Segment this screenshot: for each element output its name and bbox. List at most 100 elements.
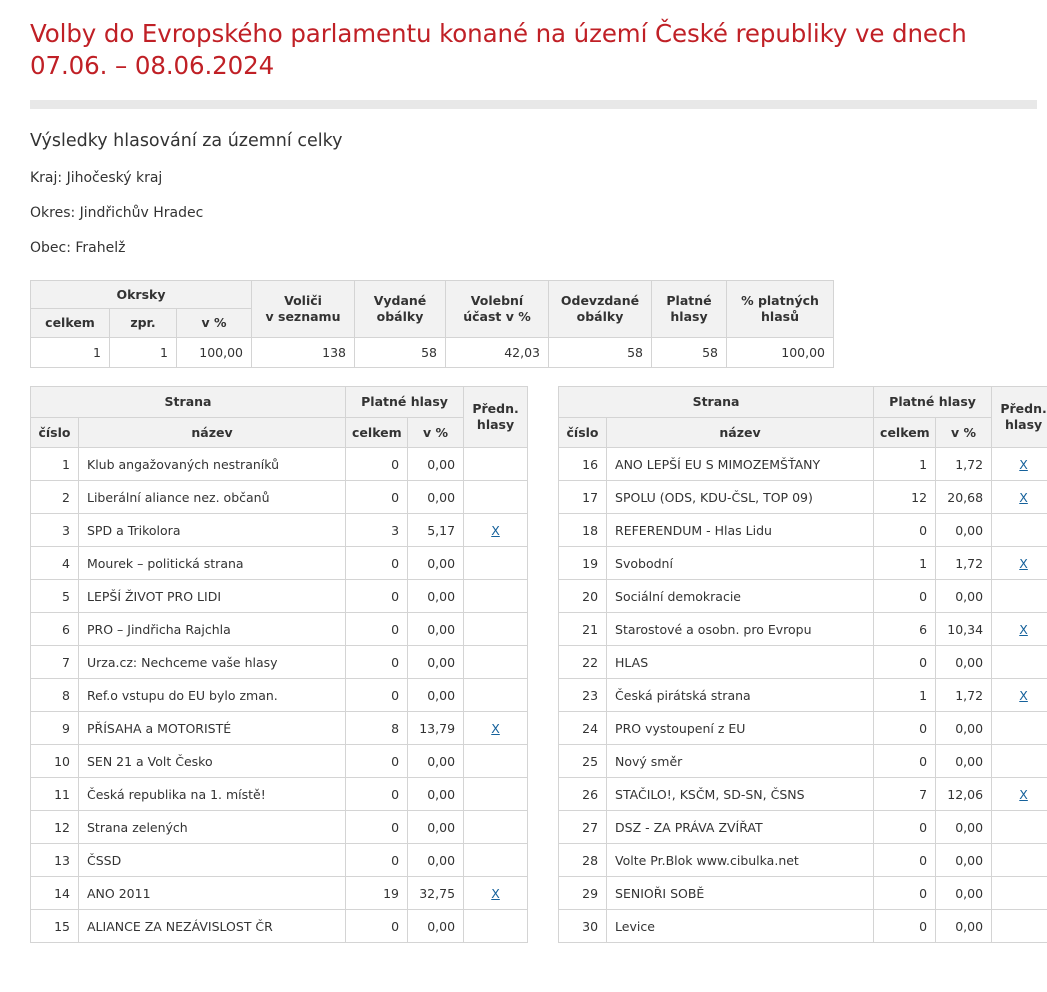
table-row: 23 Česká pirátská strana 1 1,72 X	[558, 678, 1047, 713]
table-row: 22 HLAS 0 0,00	[558, 645, 1047, 680]
party-name: Urza.cz: Nechceme vaše hlasy	[77, 645, 347, 680]
preferential-votes-cell	[991, 843, 1047, 878]
table-row: 5 LEPŠÍ ŽIVOT PRO LIDI 0 0,00	[30, 579, 529, 614]
summary-header-platne-hlasy: Platné hlasy	[651, 279, 727, 338]
party-votes-percent: 0,00	[407, 612, 465, 647]
party-votes-total: 0	[873, 579, 937, 614]
table-row: 7 Urza.cz: Nechceme vaše hlasy 0 0,00	[30, 645, 529, 680]
party-header-row-2: číslo název celkem v %	[558, 416, 1047, 449]
party-votes-percent: 0,00	[407, 546, 465, 581]
value-pct-platnych-hlasu: 100,00	[726, 336, 834, 368]
party-votes-percent: 0,00	[407, 843, 465, 878]
preferential-votes-cell	[463, 447, 529, 482]
preferential-votes-cell[interactable]: X	[463, 711, 529, 746]
preferential-votes-cell	[463, 480, 529, 515]
party-votes-percent: 0,00	[935, 711, 993, 746]
party-number: 13	[30, 843, 79, 878]
party-number: 26	[558, 777, 608, 812]
party-votes-percent: 0,00	[935, 810, 993, 845]
party-name: Klub angažovaných nestraníků	[77, 447, 347, 482]
party-votes-percent: 0,00	[935, 744, 993, 779]
summary-header-volici: Voliči v seznamu	[251, 279, 355, 338]
preferential-votes-cell[interactable]: X	[991, 678, 1047, 713]
party-votes-total: 0	[345, 909, 409, 944]
preferential-votes-link[interactable]: X	[491, 522, 500, 538]
summary-header-okrsky-zpr: zpr.	[109, 308, 177, 338]
preferential-votes-link[interactable]: X	[1019, 786, 1028, 802]
party-votes-total: 1	[873, 546, 937, 581]
party-header-v-proc: v %	[407, 416, 465, 449]
party-number: 23	[558, 678, 608, 713]
party-votes-total: 19	[345, 876, 409, 911]
preferential-votes-link[interactable]: X	[1019, 687, 1028, 703]
preferential-votes-cell	[991, 579, 1047, 614]
preferential-votes-cell[interactable]: X	[991, 777, 1047, 812]
table-row: 18 REFERENDUM - Hlas Lidu 0 0,00	[558, 513, 1047, 548]
preferential-votes-cell[interactable]: X	[991, 447, 1047, 482]
preferential-votes-cell	[463, 810, 529, 845]
party-name: Ref.o vstupu do EU bylo zman.	[77, 678, 347, 713]
party-votes-total: 0	[873, 645, 937, 680]
party-votes-percent: 32,75	[407, 876, 465, 911]
table-row: 28 Volte Pr.Blok www.cibulka.net 0 0,00	[558, 843, 1047, 878]
party-votes-percent: 0,00	[935, 909, 993, 944]
preferential-votes-link[interactable]: X	[1019, 489, 1028, 505]
value-okrsky-celkem: 1	[30, 336, 110, 368]
party-number: 24	[558, 711, 608, 746]
preferential-votes-link[interactable]: X	[1019, 456, 1028, 472]
party-votes-total: 1	[873, 447, 937, 482]
preferential-votes-link[interactable]: X	[491, 720, 500, 736]
party-header-predn-hlasy: Předn. hlasy	[991, 385, 1047, 449]
value-volici-v-seznamu: 138	[251, 336, 355, 368]
value-vydane-obalky: 58	[354, 336, 446, 368]
party-votes-total: 0	[873, 876, 937, 911]
party-name: Strana zelených	[77, 810, 347, 845]
summary-header-volebni-ucast: Volební účast v %	[445, 279, 549, 338]
summary-header-row-1: Okrsky Voliči v seznamu Vydané obálky Vole…	[30, 279, 834, 338]
preferential-votes-link[interactable]: X	[1019, 555, 1028, 571]
preferential-votes-cell[interactable]: X	[991, 612, 1047, 647]
party-votes-percent: 0,00	[407, 678, 465, 713]
party-number: 19	[558, 546, 608, 581]
party-number: 7	[30, 645, 79, 680]
preferential-votes-link[interactable]: X	[1019, 621, 1028, 637]
summary-header-okrsky: Okrsky	[30, 279, 252, 310]
summary-header-pct-platnych: % platných hlasů	[726, 279, 834, 338]
party-votes-percent: 0,00	[407, 447, 465, 482]
summary-header-row-2: celkem zpr. v %	[30, 308, 834, 338]
party-votes-percent: 0,00	[935, 579, 993, 614]
preferential-votes-cell	[991, 513, 1047, 548]
preferential-votes-cell	[463, 579, 529, 614]
party-number: 20	[558, 579, 608, 614]
party-header-nazev: název	[77, 416, 347, 449]
preferential-votes-cell[interactable]: X	[463, 513, 529, 548]
party-number: 6	[30, 612, 79, 647]
party-header-nazev: název	[606, 416, 875, 449]
party-header-cislo: číslo	[30, 416, 79, 449]
party-header-row-1: Strana Platné hlasy Předn. hlasy	[29, 385, 529, 449]
party-number: 17	[558, 480, 608, 515]
party-number: 10	[30, 744, 79, 779]
party-number: 27	[558, 810, 608, 845]
preferential-votes-cell	[463, 843, 529, 878]
table-row: 26 STAČILO!, KSČM, SD-SN, ČSNS 7 12,06 X	[558, 777, 1047, 812]
party-votes-percent: 0,00	[407, 480, 465, 515]
party-name: Sociální demokracie	[606, 579, 875, 614]
party-number: 22	[558, 645, 608, 680]
party-number: 1	[30, 447, 79, 482]
table-row: 19 Svobodní 1 1,72 X	[558, 546, 1047, 581]
party-votes-total: 0	[345, 612, 409, 647]
party-name: DSZ - ZA PRÁVA ZVÍŘAT	[606, 810, 875, 845]
section-title: Výsledky hlasování za územní celky	[30, 130, 343, 151]
party-votes-total: 0	[873, 909, 937, 944]
party-votes-percent: 0,00	[935, 513, 993, 548]
table-row: 21 Starostové a osobn. pro Evropu 6 10,34 X	[558, 612, 1047, 647]
preferential-votes-cell[interactable]: X	[991, 546, 1047, 581]
party-name: Liberální aliance nez. občanů	[77, 480, 347, 515]
party-number: 12	[30, 810, 79, 845]
party-header-predn-hlasy: Předn. hlasy	[463, 385, 529, 449]
preferential-votes-cell[interactable]: X	[463, 876, 529, 911]
preferential-votes-link[interactable]: X	[491, 885, 500, 901]
preferential-votes-cell[interactable]: X	[991, 480, 1047, 515]
table-row: 9 PŘÍSAHA a MOTORISTÉ 8 13,79 X	[30, 711, 529, 746]
